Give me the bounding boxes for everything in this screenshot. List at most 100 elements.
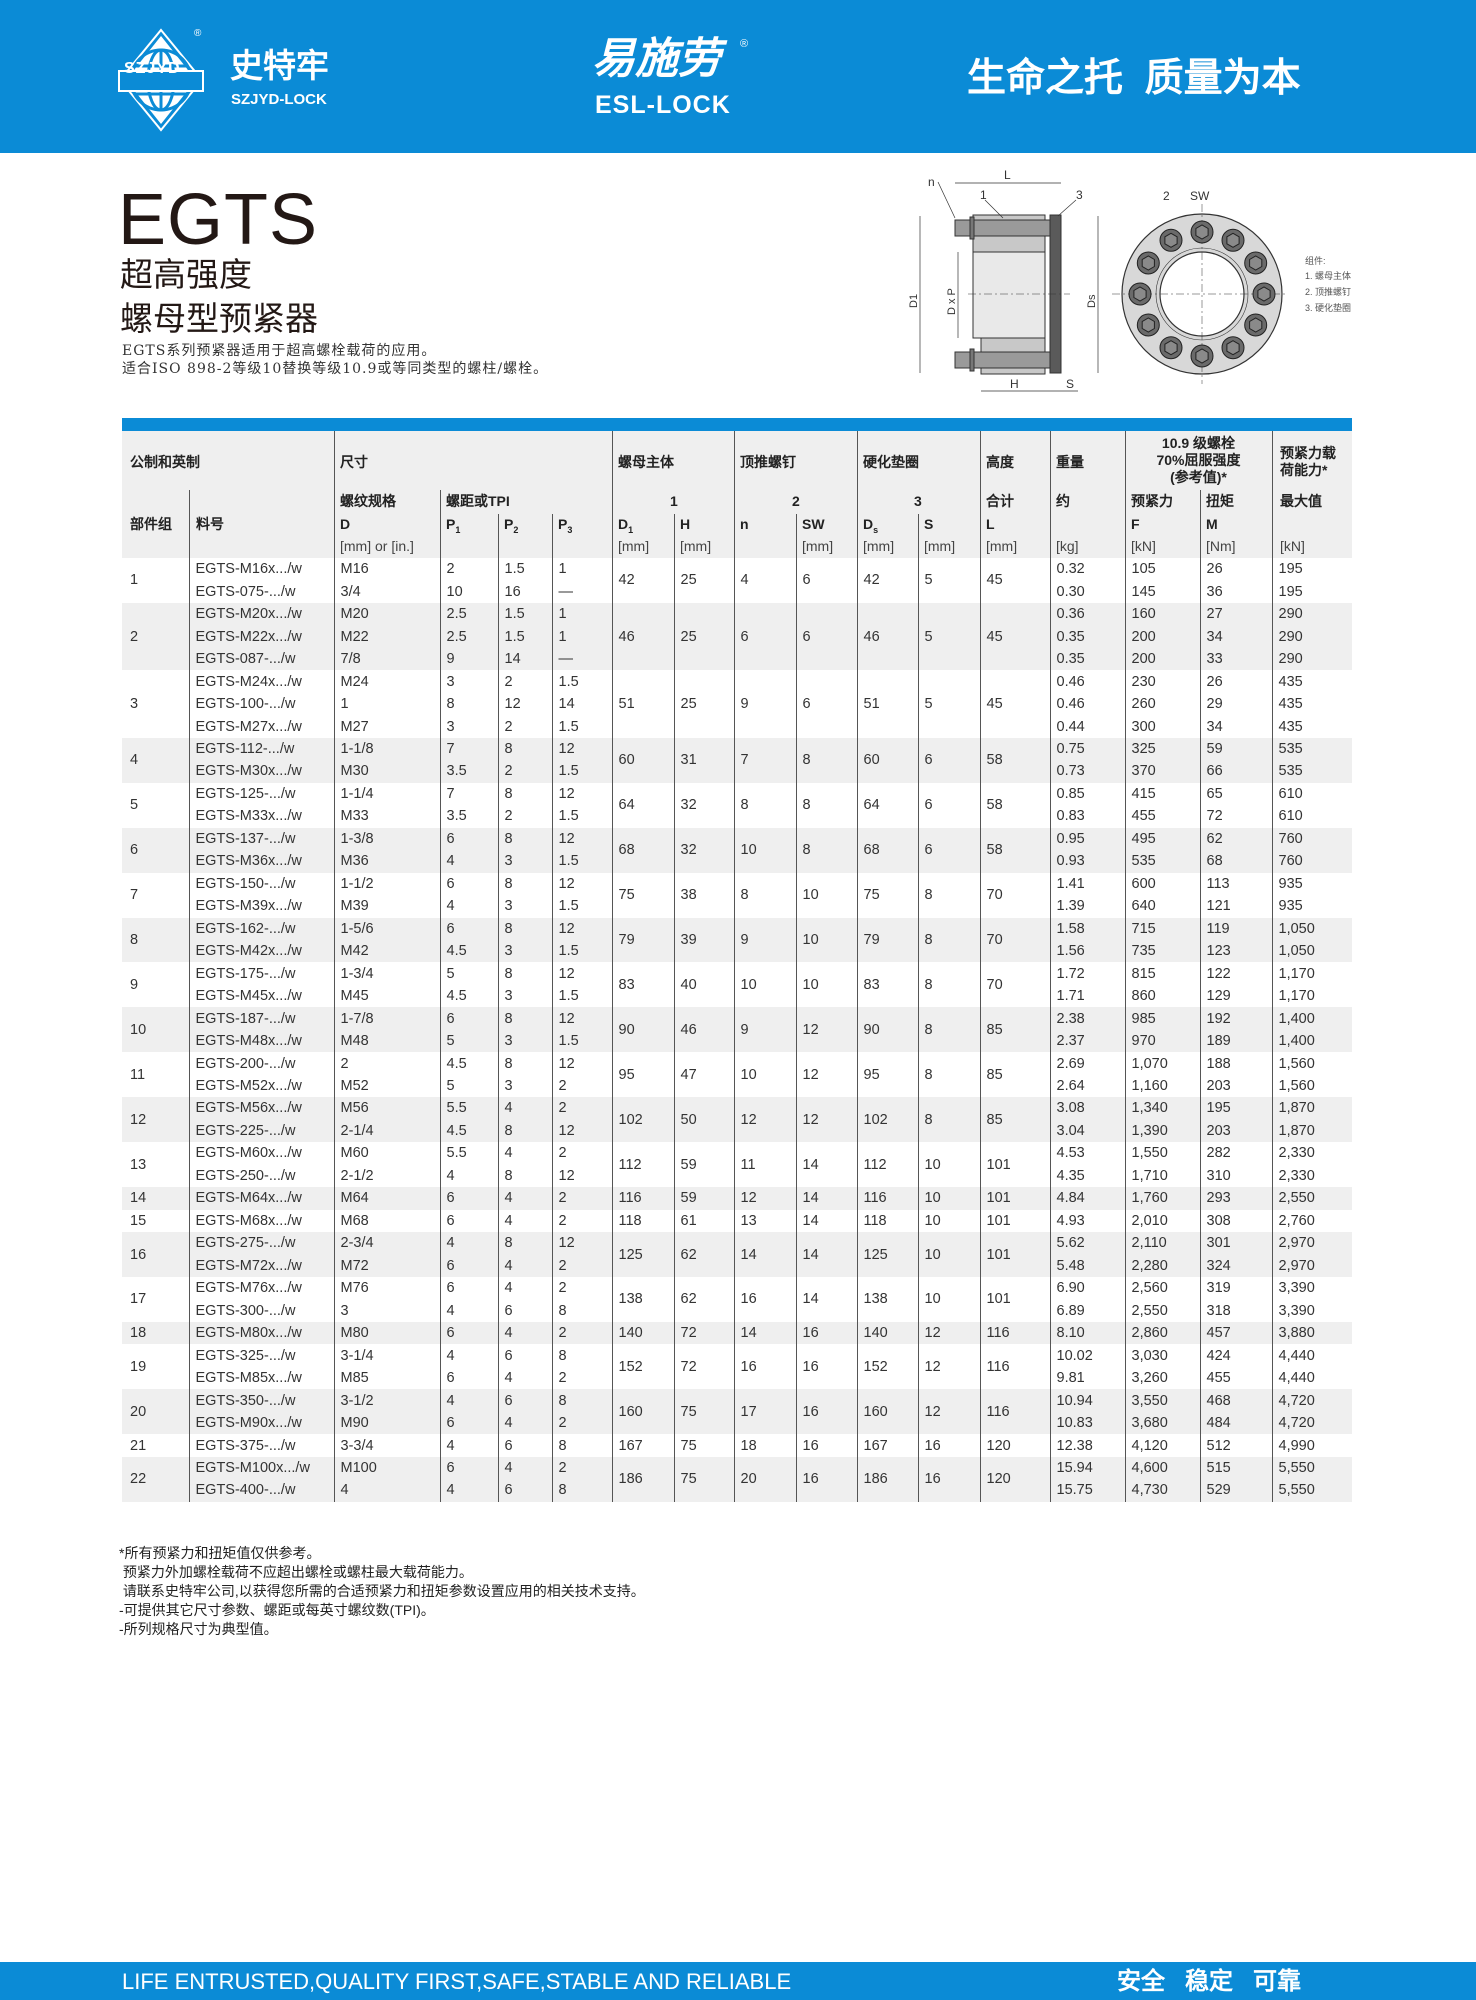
cell-n: 12 <box>733 1097 796 1143</box>
cell-n: 12 <box>733 1187 796 1210</box>
cell-weight: 0.46 <box>1049 670 1125 693</box>
cell-l: 45 <box>979 558 1050 603</box>
cell-group: 7 <box>130 887 139 904</box>
cell-torque: 301 <box>1199 1232 1272 1255</box>
table-row: 18 EGTS-M80x.../w M80 6 4 2 140 72 14 16 140 12 116 8… <box>122 1321 1352 1345</box>
cell-thread-d: 2-1/4 <box>333 1119 440 1143</box>
footnote: *所有预紧力和扭矩值仅供参考。 <box>119 1545 321 1561</box>
cell-weight: 5.48 <box>1049 1254 1125 1277</box>
cell-max-capacity: 2,970 <box>1271 1254 1352 1277</box>
footer-slogan-en: LIFE ENTRUSTED,QUALITY FIRST,SAFE,STABLE… <box>122 1969 792 1994</box>
cell-weight: 4.84 <box>1049 1187 1125 1210</box>
cell-preload: 600 <box>1124 872 1200 896</box>
cell-sw: 14 <box>795 1277 857 1322</box>
table-row: EGTS-M39x.../w M39 4 3 1.5 1.39 640 121 935 <box>122 895 1352 918</box>
cell-max-capacity: 1,050 <box>1271 917 1352 940</box>
cell-preload: 300 <box>1124 715 1200 738</box>
cell-torque: 192 <box>1199 1007 1272 1030</box>
th-m: M <box>1206 516 1218 532</box>
cell-n: 9 <box>733 1007 796 1053</box>
table-row: 9 EGTS-175-.../w 1-3/4 5 8 12 83 40 10 10 83 8 70 1.7… <box>122 962 1352 1008</box>
table-row: 19 EGTS-325-.../w 3-1/4 4 6 8 152 72 16 16 152 12 11… <box>122 1344 1352 1390</box>
cell-thread-d: 3-1/4 <box>333 1344 440 1367</box>
cell-p2: 4 <box>497 1456 552 1480</box>
cell-weight: 12.38 <box>1049 1434 1125 1457</box>
footnote: -可提供其它尺寸参数、螺距或每英寸螺纹数(TPI)。 <box>119 1602 435 1618</box>
cell-preload: 640 <box>1124 895 1200 918</box>
cell-p2: 8 <box>497 1164 552 1188</box>
brand-name-en: SZJYD-LOCK <box>231 91 327 108</box>
cell-sw: 14 <box>795 1232 857 1277</box>
cell-l: 116 <box>979 1389 1050 1435</box>
cell-p2: 4 <box>497 1277 552 1300</box>
cell-preload: 2,550 <box>1124 1299 1200 1322</box>
cell-p3: 2 <box>551 1456 612 1480</box>
cell-n: 7 <box>733 737 796 783</box>
table-row: EGTS-M42x.../w M42 4.5 3 1.5 1.56 735 123 1,050 <box>122 939 1352 963</box>
cell-p1: 6 <box>439 827 498 851</box>
cell-p1: 6 <box>439 917 498 940</box>
cell-p2: 8 <box>497 1007 552 1030</box>
table-row: 2 EGTS-M20x.../w M20 2.5 1.5 1 46 25 6 6 46 5 45 0.36… <box>122 602 1352 671</box>
cell-group: 8 <box>122 917 189 963</box>
cell-n: 4 <box>733 558 796 603</box>
cell-max-capacity: 1,870 <box>1271 1097 1352 1120</box>
cell-preload: 1,340 <box>1124 1097 1200 1120</box>
cell-weight: 6.89 <box>1049 1299 1125 1322</box>
cell-p2: 6 <box>497 1299 552 1322</box>
table-row: EGTS-087-.../w 7/8 9 14— 0.35 200 33 290 <box>122 647 1352 671</box>
th-item-2: 2 <box>792 493 800 509</box>
cell-s: 12 <box>917 1321 980 1345</box>
cell-p2: 2 <box>497 805 552 828</box>
cell-torque: 123 <box>1199 939 1272 963</box>
brand-name-cn: 史特牢 <box>230 47 329 84</box>
cell-preload: 985 <box>1124 1007 1200 1030</box>
table-row: EGTS-400-.../w 4 4 6 8 15.75 4,730 529 5,550 <box>122 1479 1352 1502</box>
cell-preload: 3,550 <box>1124 1389 1200 1412</box>
cell-p1: 9 <box>439 647 498 671</box>
cell-p1: 5 <box>439 962 498 985</box>
th-grade: 10.9 级螺栓 70%屈服强度 (参考值)* <box>1125 435 1272 486</box>
cell-max-capacity: 195 <box>1271 580 1352 603</box>
legend-item: 2. 顶推螺钉 <box>1305 286 1351 297</box>
cell-weight: 10.94 <box>1049 1389 1125 1412</box>
cell-l: 101 <box>979 1142 1050 1188</box>
cell-sw: 16 <box>795 1434 857 1457</box>
cell-l: 85 <box>979 1097 1050 1143</box>
cell-d1: 102 <box>611 1097 674 1143</box>
cell-max-capacity: 3,880 <box>1271 1321 1352 1345</box>
cell-l: 116 <box>979 1321 1050 1345</box>
cell-p1: 4 <box>439 895 498 918</box>
cell-part-no: EGTS-300-.../w <box>188 1299 334 1322</box>
cell-p1: 4 <box>439 1164 498 1188</box>
th-height: 高度 <box>986 454 1014 470</box>
cell-s: 5 <box>917 670 980 738</box>
cell-torque: 59 <box>1199 737 1272 761</box>
cell-group: 2 <box>122 602 189 671</box>
footer-bar: LIFE ENTRUSTED,QUALITY FIRST,SAFE,STABLE… <box>0 1962 1476 2000</box>
esl-brand-en: ESL-LOCK <box>595 91 731 119</box>
cell-p2: 8 <box>497 1119 552 1143</box>
cell-ds: 46 <box>856 602 918 671</box>
cell-weight: 4.53 <box>1049 1142 1125 1165</box>
unit-ds: [mm] <box>863 538 895 554</box>
cell-p1: 6 <box>439 1187 498 1210</box>
cell-p3: 12 <box>551 872 612 896</box>
cell-max-capacity: 1,170 <box>1271 962 1352 985</box>
cell-group: 14 <box>122 1187 189 1210</box>
unit-h: [mm] <box>680 538 712 554</box>
cell-weight: 0.32 <box>1049 558 1125 581</box>
table-row: EGTS-M85x.../w M85 6 4 2 9.81 3,260 455 4,440 <box>122 1366 1352 1390</box>
cell-d1: 125 <box>611 1232 674 1277</box>
cell-p3: 2 <box>551 1074 612 1098</box>
cell-s: 8 <box>917 1052 980 1098</box>
cell-p3: 12 <box>551 1164 612 1188</box>
table-row: EGTS-M72x.../w M72 6 4 2 5.48 2,280 324 2,970 <box>122 1254 1352 1277</box>
cell-preload: 495 <box>1124 827 1200 851</box>
cell-weight: 0.93 <box>1049 850 1125 873</box>
cell-max-capacity: 3,390 <box>1271 1299 1352 1322</box>
header-slogan: 生命之托 质量为本 <box>967 57 1301 100</box>
table-row: 20 EGTS-350-.../w 3-1/2 4 6 8 160 75 17 16 160 12 11… <box>122 1389 1352 1435</box>
table-row: EGTS-M22x.../w M22 2.5 1.5 1 0.35 200 34 290 <box>122 625 1352 648</box>
cell-max-capacity: 1,560 <box>1271 1074 1352 1098</box>
